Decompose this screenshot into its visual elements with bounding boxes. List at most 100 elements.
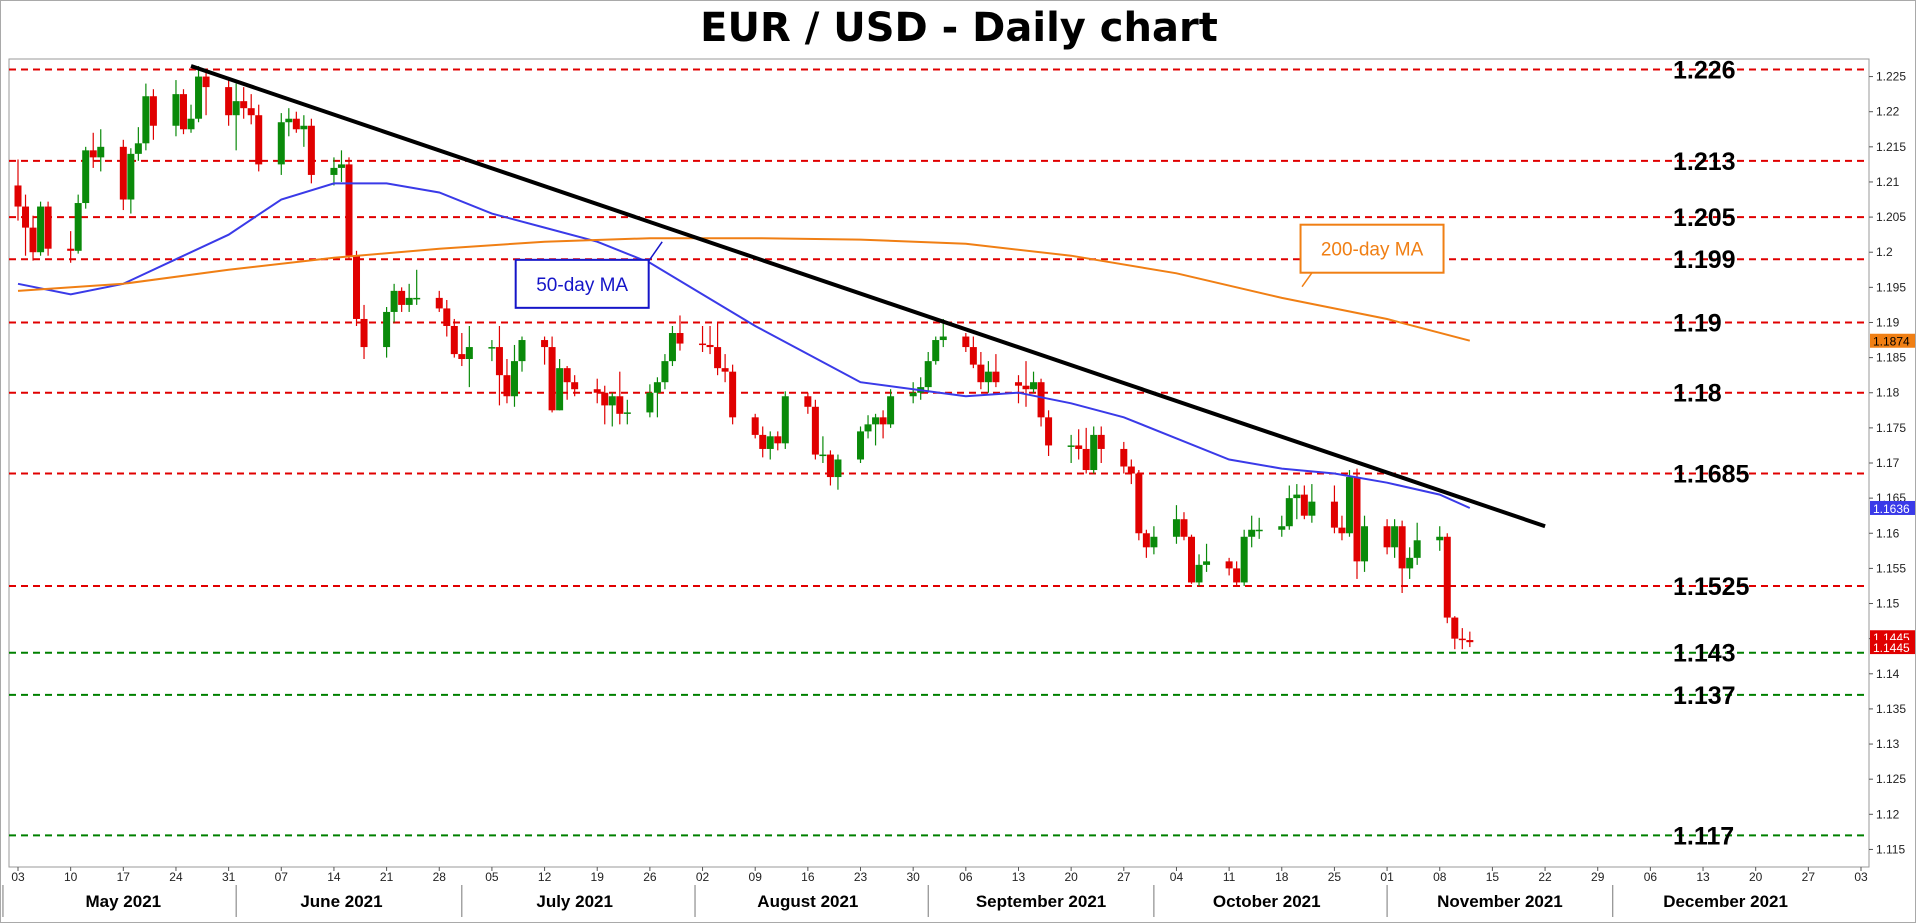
price-tag-bg-3	[1870, 640, 1915, 655]
candle-body-2021-10-25	[1330, 501, 1338, 528]
x-tick-label-2021-06-28: 28	[433, 870, 447, 884]
candle-body-2021-05-18	[127, 153, 135, 200]
candle-body-2021-06-17	[353, 255, 361, 319]
candle-body-2021-08-20	[834, 459, 842, 478]
candle-body-2021-06-11	[307, 125, 315, 175]
candle-body-2021-07-05	[488, 347, 496, 349]
candle-body-2021-07-26	[646, 392, 654, 413]
candle-body-2021-07-01	[458, 354, 466, 360]
x-axis: 03 10 17 24 31 07 14 21 28 05 12 19 26 02 09 16 23 30 06 13…	[2, 867, 1868, 917]
y-tick-label-1.17: 1.17	[1876, 456, 1900, 470]
chart-title: EUR / USD - Daily chart	[700, 5, 1218, 51]
candle-body-2021-08-05	[721, 368, 729, 372]
candle-body-2021-07-06	[495, 347, 503, 376]
candle-body-2021-06-01	[232, 101, 240, 116]
x-tick-label-2021-07-05: 05	[485, 870, 499, 884]
candle-body-2021-10-04	[1172, 519, 1180, 537]
level-label-1.226: 1.226	[1673, 57, 1736, 85]
y-tick-label-1.18: 1.18	[1876, 386, 1900, 400]
candle-body-2021-10-07	[1195, 564, 1203, 583]
candle-body-2021-05-21	[149, 96, 157, 126]
candle-body-2021-05-03	[14, 185, 22, 207]
x-tick-label-2021-09-20: 20	[1064, 870, 1078, 884]
y-tick-label-1.16: 1.16	[1876, 526, 1900, 540]
candle-body-2021-05-06	[37, 206, 45, 253]
candle-body-2021-07-27	[653, 382, 661, 393]
level-label-1.1525: 1.1525	[1673, 573, 1750, 601]
candle-body-2021-10-28	[1353, 477, 1361, 562]
trendline-layer	[190, 64, 1546, 529]
candle-body-2021-07-16	[571, 382, 579, 390]
candle-body-2021-11-02	[1391, 526, 1399, 548]
x-tick-label-2021-12-27: 27	[1802, 870, 1816, 884]
candle-body-2021-10-13	[1240, 536, 1248, 583]
candle-body-2021-08-26	[879, 417, 887, 425]
candle-body-2021-05-12	[82, 150, 90, 204]
x-tick-label-2021-06-07: 07	[275, 870, 289, 884]
x-tick-label-2021-12-13: 13	[1696, 870, 1710, 884]
candle-body-2021-10-21	[1300, 494, 1308, 516]
candle-body-2021-06-09	[292, 118, 300, 130]
candle-body-2021-09-13	[1014, 382, 1022, 386]
annotations: 50-day MA 200-day MA	[514, 223, 1445, 309]
x-tick-label-2021-12-20: 20	[1749, 870, 1763, 884]
candle-body-2021-09-28	[1127, 466, 1135, 474]
candle-body-2021-07-22	[616, 396, 624, 414]
candle-body-2021-05-07	[44, 206, 52, 249]
x-tick-label-2021-08-23: 23	[854, 870, 868, 884]
month-label-June-2021: June 2021	[300, 892, 382, 911]
y-tick-label-1.155: 1.155	[1876, 561, 1906, 575]
y-tick-label-1.195: 1.195	[1876, 280, 1906, 294]
ma-line-200-day-MA	[17, 237, 1471, 342]
candle-body-2021-10-18	[1278, 526, 1286, 530]
annotation-box-1	[1299, 223, 1445, 274]
x-tick-label-2021-09-27: 27	[1117, 870, 1131, 884]
candle-body-2021-08-12	[774, 436, 782, 444]
candle-body-2021-09-21	[1075, 445, 1083, 449]
candle-body-2021-05-17	[119, 146, 127, 200]
candle-body-2021-05-20	[142, 96, 150, 144]
candle-body-2021-05-26	[187, 118, 195, 130]
candle-body-2021-09-23	[1090, 434, 1098, 471]
month-label-December-2021: December 2021	[1663, 892, 1788, 911]
month-label-July-2021: July 2021	[536, 892, 613, 911]
y-tick-label-1.13: 1.13	[1876, 737, 1900, 751]
candle-body-2021-11-09	[1443, 536, 1451, 618]
level-label-1.199: 1.199	[1673, 246, 1736, 274]
candle-body-2021-11-05	[1413, 540, 1421, 558]
x-tick-label-2021-10-04: 04	[1170, 870, 1184, 884]
candle-body-2021-06-04	[255, 115, 263, 165]
x-tick-label-2021-08-30: 30	[906, 870, 920, 884]
month-label-November-2021: November 2021	[1437, 892, 1563, 911]
candle-body-2021-06-18	[360, 318, 368, 348]
candle-body-2021-06-23	[398, 290, 406, 305]
level-label-1.19: 1.19	[1673, 309, 1722, 337]
level-label-1.143: 1.143	[1673, 640, 1736, 668]
candle-body-2021-09-30	[1142, 533, 1150, 548]
price-tag-text-0: 1.1874	[1873, 335, 1910, 349]
y-tick-label-1.125: 1.125	[1876, 772, 1906, 786]
plot-border	[8, 58, 1870, 868]
month-label-October-2021: October 2021	[1213, 892, 1321, 911]
annotation-pointer-0	[647, 241, 663, 263]
candle-body-2021-07-19	[593, 389, 601, 393]
level-label-1.213: 1.213	[1673, 148, 1736, 176]
level-label-1.205: 1.205	[1673, 204, 1736, 232]
candle-body-2021-09-10	[992, 371, 1000, 383]
annotation-label-0: 50-day MA	[536, 275, 628, 296]
x-tick-label-2021-11-29: 29	[1591, 870, 1605, 884]
candle-body-2021-10-11	[1225, 561, 1233, 569]
candle-body-2021-09-09	[984, 371, 992, 383]
candle-body-2021-05-31	[225, 87, 233, 116]
candle-body-2021-11-03	[1398, 526, 1406, 569]
candle-body-2021-08-24	[864, 424, 872, 432]
candle-body-2021-06-03	[247, 108, 255, 116]
candle-body-2021-05-04	[22, 206, 30, 228]
x-tick-label-2021-06-21: 21	[380, 870, 394, 884]
candle-body-2021-06-30	[450, 325, 458, 355]
candle-body-2021-10-01	[1150, 536, 1158, 548]
x-tick-label-2021-05-31: 31	[222, 870, 236, 884]
candle-body-2021-07-13	[548, 347, 556, 411]
y-tick-label-1.2: 1.2	[1876, 245, 1893, 259]
